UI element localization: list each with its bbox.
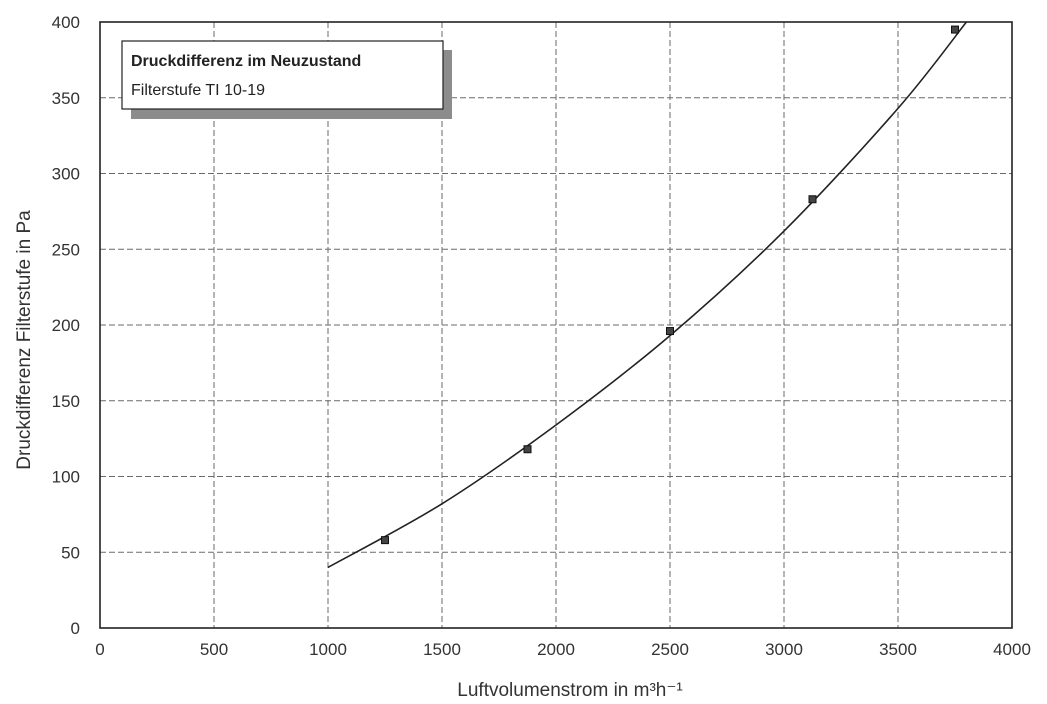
- y-tick-label-350: 350: [52, 89, 80, 108]
- legend-box: [121, 40, 444, 110]
- y-tick-label-250: 250: [52, 240, 80, 259]
- y-tick-label-0: 0: [71, 619, 80, 638]
- plot-frame: [99, 21, 1013, 629]
- x-tick-label-0: 0: [95, 640, 104, 659]
- x-tick-labels: 0 500 1000 1500 2000 2500 3000 3500 4000: [95, 640, 1031, 659]
- x-tick-label-1500: 1500: [423, 640, 461, 659]
- x-tick-label-3500: 3500: [879, 640, 917, 659]
- x-tick-label-500: 500: [200, 640, 228, 659]
- data-markers: [381, 25, 959, 545]
- fit-curve-layer: [327, 21, 968, 569]
- y-tick-label-200: 200: [52, 316, 80, 335]
- x-tick-label-1000: 1000: [309, 640, 347, 659]
- legend-subtitle: Filterstufe TI 10-19: [131, 82, 265, 99]
- y-tick-labels: 0 50 100 150 200 250 300 350 400: [52, 13, 80, 638]
- data-point-4: [808, 195, 817, 204]
- y-tick-label-400: 400: [52, 13, 80, 32]
- y-tick-label-150: 150: [52, 392, 80, 411]
- data-point-2: [523, 445, 532, 454]
- y-axis-label: Druckdifferenz Filterstufe in Pa: [14, 210, 35, 470]
- grid-lines: [100, 22, 1012, 628]
- x-tick-label-2000: 2000: [537, 640, 575, 659]
- data-point-3: [666, 327, 674, 336]
- x-tick-label-4000: 4000: [993, 640, 1031, 659]
- fit-curve-series-1: [327, 21, 968, 569]
- data-point-1: [381, 536, 389, 545]
- y-tick-label-100: 100: [52, 468, 80, 487]
- x-axis-label: Luftvolumenstrom in m³h⁻¹: [457, 680, 682, 701]
- data-point-5: [951, 25, 959, 34]
- x-tick-label-3000: 3000: [765, 640, 803, 659]
- legend-title: Druckdifferenz im Neuzustand: [131, 53, 361, 70]
- y-tick-label-50: 50: [61, 543, 80, 562]
- x-tick-label-2500: 2500: [651, 640, 689, 659]
- y-tick-label-300: 300: [52, 165, 80, 184]
- legend: Druckdifferenz im Neuzustand Filterstufe…: [121, 40, 452, 119]
